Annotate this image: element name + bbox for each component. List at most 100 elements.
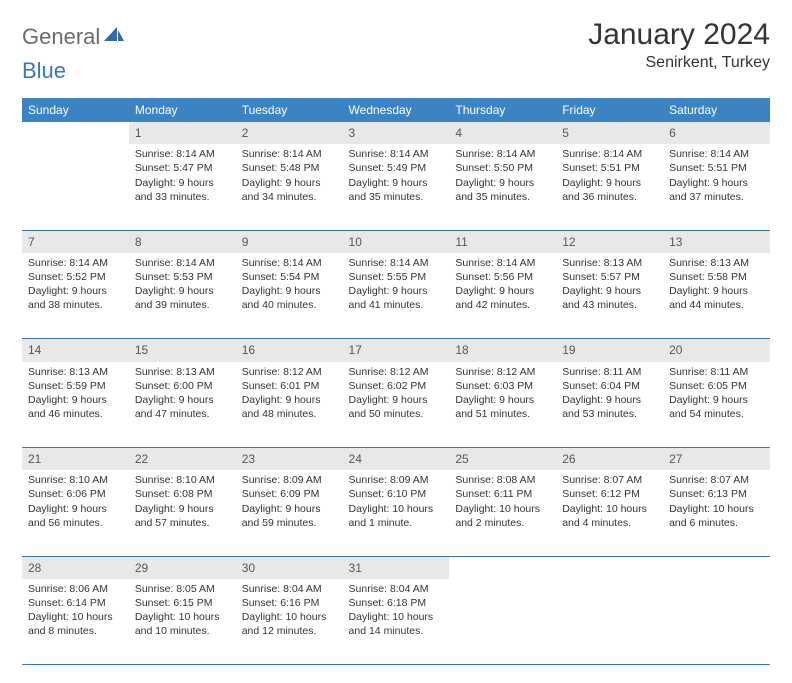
day-number-cell: 22 bbox=[129, 448, 236, 471]
day-cell-line: and 12 minutes. bbox=[242, 624, 337, 638]
day-cell-line: and 36 minutes. bbox=[562, 190, 657, 204]
day-number-cell bbox=[22, 122, 129, 144]
day-cell-line: Sunrise: 8:12 AM bbox=[242, 365, 337, 379]
day-cell: Sunrise: 8:09 AMSunset: 6:09 PMDaylight:… bbox=[236, 470, 343, 556]
day-cell-line: Daylight: 9 hours bbox=[28, 502, 123, 516]
day-number-cell: 23 bbox=[236, 448, 343, 471]
day-cell-line: Sunrise: 8:14 AM bbox=[242, 256, 337, 270]
day-cell-line: Daylight: 9 hours bbox=[669, 176, 764, 190]
day-cell-line: Sunset: 6:14 PM bbox=[28, 596, 123, 610]
day-number-cell: 21 bbox=[22, 448, 129, 471]
day-cell: Sunrise: 8:07 AMSunset: 6:13 PMDaylight:… bbox=[663, 470, 770, 556]
day-cell-line: Sunrise: 8:14 AM bbox=[135, 147, 230, 161]
weekday-header-row: Sunday Monday Tuesday Wednesday Thursday… bbox=[22, 98, 770, 122]
day-cell: Sunrise: 8:14 AMSunset: 5:50 PMDaylight:… bbox=[449, 144, 556, 230]
day-cell-line: Sunset: 6:09 PM bbox=[242, 487, 337, 501]
day-number-cell: 11 bbox=[449, 230, 556, 253]
day-cell-line: Sunrise: 8:09 AM bbox=[242, 473, 337, 487]
day-cell-line: Sunrise: 8:11 AM bbox=[669, 365, 764, 379]
day-cell-line: and 4 minutes. bbox=[562, 516, 657, 530]
day-number-cell: 29 bbox=[129, 556, 236, 579]
day-number-cell: 8 bbox=[129, 230, 236, 253]
day-content-row: Sunrise: 8:14 AMSunset: 5:47 PMDaylight:… bbox=[22, 144, 770, 230]
weekday-header: Friday bbox=[556, 98, 663, 122]
day-number-cell bbox=[449, 556, 556, 579]
day-number-row: 21222324252627 bbox=[22, 448, 770, 471]
day-cell: Sunrise: 8:13 AMSunset: 6:00 PMDaylight:… bbox=[129, 362, 236, 448]
day-number-cell: 3 bbox=[343, 122, 450, 144]
day-number-cell: 14 bbox=[22, 339, 129, 362]
day-cell-line: Sunset: 5:47 PM bbox=[135, 161, 230, 175]
day-number-row: 123456 bbox=[22, 122, 770, 144]
logo-word-2: Blue bbox=[22, 58, 66, 84]
day-cell-line: Sunset: 6:01 PM bbox=[242, 379, 337, 393]
weekday-header: Tuesday bbox=[236, 98, 343, 122]
day-number-cell: 6 bbox=[663, 122, 770, 144]
day-cell-line: and 33 minutes. bbox=[135, 190, 230, 204]
month-title: January 2024 bbox=[588, 18, 770, 52]
day-number-cell: 30 bbox=[236, 556, 343, 579]
day-number-cell: 7 bbox=[22, 230, 129, 253]
day-cell-line: Sunset: 5:56 PM bbox=[455, 270, 550, 284]
day-cell-line: Daylight: 9 hours bbox=[562, 176, 657, 190]
day-cell-line: Sunset: 5:48 PM bbox=[242, 161, 337, 175]
day-cell: Sunrise: 8:14 AMSunset: 5:52 PMDaylight:… bbox=[22, 253, 129, 339]
calendar-body: 123456Sunrise: 8:14 AMSunset: 5:47 PMDay… bbox=[22, 122, 770, 665]
day-cell-line: Sunset: 6:15 PM bbox=[135, 596, 230, 610]
day-number-row: 78910111213 bbox=[22, 230, 770, 253]
day-cell bbox=[663, 579, 770, 665]
day-number-cell: 16 bbox=[236, 339, 343, 362]
calendar-table: Sunday Monday Tuesday Wednesday Thursday… bbox=[22, 98, 770, 665]
day-cell: Sunrise: 8:10 AMSunset: 6:06 PMDaylight:… bbox=[22, 470, 129, 556]
day-number-cell: 15 bbox=[129, 339, 236, 362]
day-cell-line: Sunrise: 8:08 AM bbox=[455, 473, 550, 487]
day-cell-line: Sunset: 6:02 PM bbox=[349, 379, 444, 393]
day-cell-line: and 59 minutes. bbox=[242, 516, 337, 530]
day-number-cell: 31 bbox=[343, 556, 450, 579]
day-cell-line: Sunset: 6:10 PM bbox=[349, 487, 444, 501]
day-cell-line: and 2 minutes. bbox=[455, 516, 550, 530]
day-cell-line: Sunset: 5:49 PM bbox=[349, 161, 444, 175]
day-number-cell: 1 bbox=[129, 122, 236, 144]
day-cell: Sunrise: 8:11 AMSunset: 6:04 PMDaylight:… bbox=[556, 362, 663, 448]
day-cell-line: Daylight: 9 hours bbox=[455, 176, 550, 190]
day-cell-line: Daylight: 10 hours bbox=[455, 502, 550, 516]
day-cell: Sunrise: 8:13 AMSunset: 5:58 PMDaylight:… bbox=[663, 253, 770, 339]
day-cell-line: Sunset: 5:51 PM bbox=[562, 161, 657, 175]
day-cell bbox=[449, 579, 556, 665]
day-cell-line: Sunrise: 8:10 AM bbox=[28, 473, 123, 487]
day-cell-line: Daylight: 9 hours bbox=[349, 393, 444, 407]
day-cell-line: and 41 minutes. bbox=[349, 298, 444, 312]
day-cell: Sunrise: 8:12 AMSunset: 6:03 PMDaylight:… bbox=[449, 362, 556, 448]
day-cell: Sunrise: 8:14 AMSunset: 5:49 PMDaylight:… bbox=[343, 144, 450, 230]
day-cell-line: Sunset: 6:03 PM bbox=[455, 379, 550, 393]
day-cell-line: Sunset: 5:57 PM bbox=[562, 270, 657, 284]
day-cell-line: Sunrise: 8:13 AM bbox=[28, 365, 123, 379]
day-number-cell: 28 bbox=[22, 556, 129, 579]
day-cell-line: Sunrise: 8:04 AM bbox=[242, 582, 337, 596]
day-cell bbox=[22, 144, 129, 230]
day-number-cell: 18 bbox=[449, 339, 556, 362]
day-cell: Sunrise: 8:14 AMSunset: 5:53 PMDaylight:… bbox=[129, 253, 236, 339]
location-subtitle: Senirkent, Turkey bbox=[588, 54, 770, 72]
day-cell-line: Daylight: 9 hours bbox=[669, 393, 764, 407]
calendar-page: General January 2024 Senirkent, Turkey B… bbox=[0, 0, 792, 683]
day-cell-line: Daylight: 9 hours bbox=[455, 284, 550, 298]
day-cell-line: and 38 minutes. bbox=[28, 298, 123, 312]
day-cell-line: Sunset: 6:05 PM bbox=[669, 379, 764, 393]
weekday-header: Saturday bbox=[663, 98, 770, 122]
day-cell-line: Sunset: 6:00 PM bbox=[135, 379, 230, 393]
day-cell-line: and 43 minutes. bbox=[562, 298, 657, 312]
day-cell-line: Daylight: 10 hours bbox=[349, 610, 444, 624]
day-cell-line: Sunset: 5:55 PM bbox=[349, 270, 444, 284]
day-cell-line: Sunset: 6:11 PM bbox=[455, 487, 550, 501]
day-cell: Sunrise: 8:08 AMSunset: 6:11 PMDaylight:… bbox=[449, 470, 556, 556]
day-cell-line: Daylight: 10 hours bbox=[242, 610, 337, 624]
day-cell-line: Sunrise: 8:13 AM bbox=[562, 256, 657, 270]
day-cell-line: Daylight: 9 hours bbox=[349, 284, 444, 298]
day-cell-line: Daylight: 9 hours bbox=[242, 284, 337, 298]
day-cell-line: Daylight: 9 hours bbox=[135, 284, 230, 298]
day-cell-line: and 40 minutes. bbox=[242, 298, 337, 312]
day-cell-line: Sunrise: 8:14 AM bbox=[562, 147, 657, 161]
day-cell-line: and 46 minutes. bbox=[28, 407, 123, 421]
